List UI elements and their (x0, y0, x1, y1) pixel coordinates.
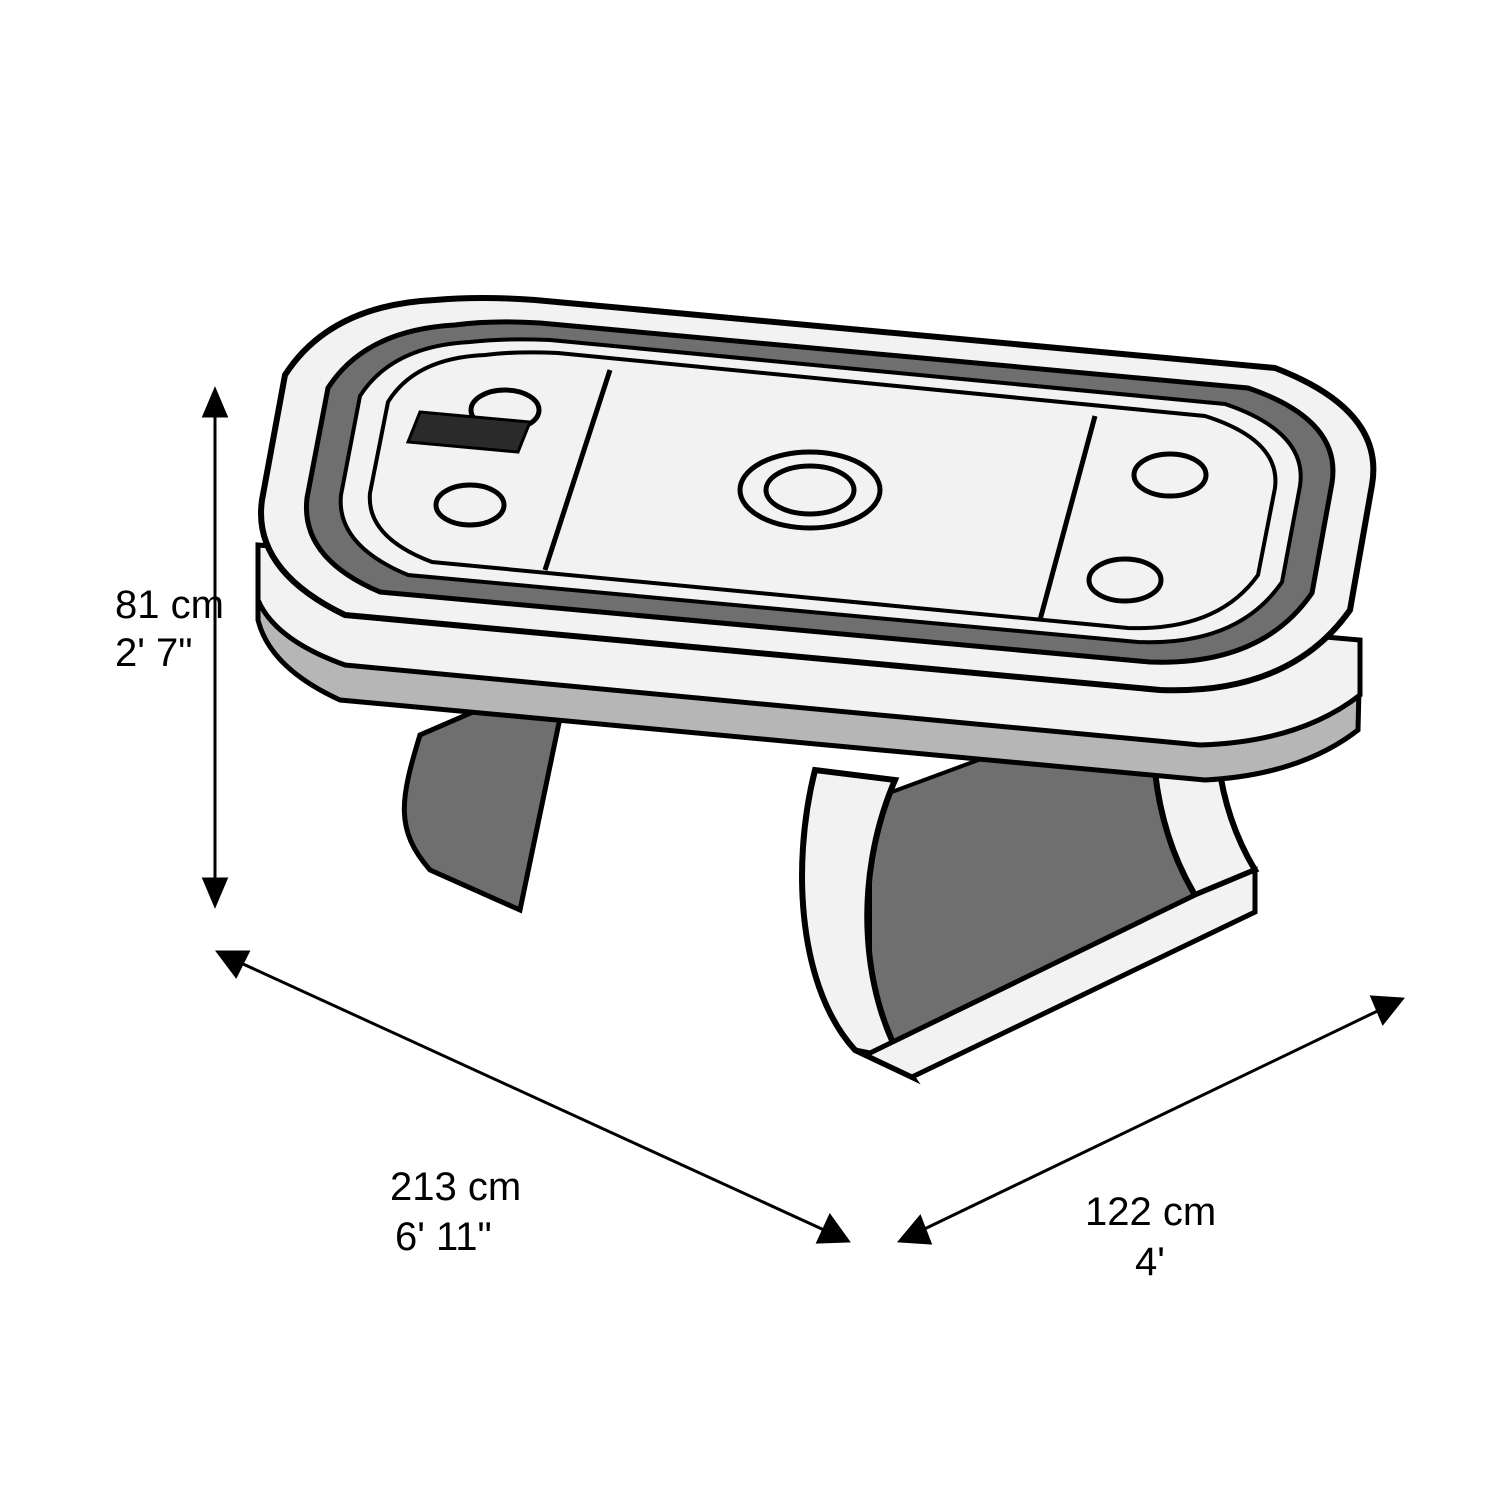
width-imperial-label: 4' (1135, 1240, 1165, 1284)
arrow-height (204, 390, 226, 905)
height-imperial-label: 2' 7" (115, 631, 192, 675)
height-metric-label: 81 cm (115, 583, 224, 627)
dimension-diagram: 81 cm 2' 7" 213 cm 6' 11" 122 cm 4' (0, 0, 1500, 1500)
arrow-length (218, 952, 848, 1242)
air-hockey-table (258, 298, 1373, 1077)
width-metric-label: 122 cm (1085, 1190, 1216, 1234)
length-metric-label: 213 cm (390, 1165, 521, 1209)
length-imperial-label: 6' 11" (395, 1215, 492, 1259)
